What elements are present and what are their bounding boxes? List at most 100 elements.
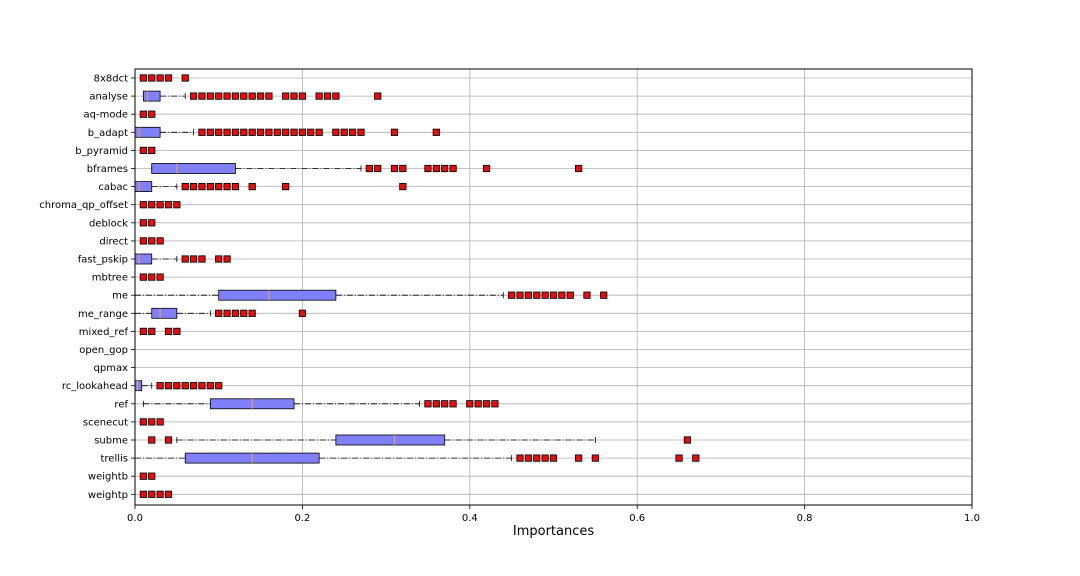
- outlier-point: [223, 182, 231, 191]
- outlier-point: [566, 291, 574, 299]
- boxplot-mixed_ref: [139, 327, 181, 336]
- outlier-point: [156, 237, 164, 245]
- outlier-point: [374, 164, 382, 173]
- outlier-point: [164, 327, 173, 336]
- x-tick-label: 0.0: [127, 513, 143, 524]
- outlier-point: [441, 164, 449, 173]
- outlier-point: [206, 128, 214, 136]
- x-tick-label: 1.0: [964, 513, 980, 524]
- outlier-point: [482, 164, 491, 173]
- box: [218, 289, 337, 301]
- outlier-point: [139, 201, 147, 209]
- outlier-point: [290, 92, 298, 100]
- outlier-point: [189, 182, 198, 191]
- boxplot-ref: [142, 398, 499, 410]
- outlier-point: [215, 182, 223, 191]
- y-tick-label: trellis: [100, 454, 128, 465]
- outlier-point: [449, 164, 457, 173]
- outlier-point: [390, 128, 399, 136]
- outlier-point: [198, 255, 206, 263]
- y-tick-label: b_adapt: [88, 128, 128, 139]
- outlier-point: [148, 327, 156, 336]
- outlier-point: [148, 436, 156, 444]
- outlier-point: [524, 291, 532, 299]
- boxplot-chroma_qp_offset: [139, 201, 181, 209]
- y-tick-labels: 8x8dct analyse aq-mode b_adapt b_pyramidbfra…: [39, 74, 135, 501]
- outlier-point: [575, 164, 583, 173]
- y-tick-label: 8x8dct: [94, 74, 128, 85]
- outlier-point: [215, 382, 223, 390]
- boxplot-b_pyramid: [139, 146, 156, 154]
- outlier-point: [265, 92, 273, 100]
- y-tick-label: open_gop: [79, 345, 128, 356]
- outlier-point: [256, 128, 265, 136]
- y-tick-label: rc_lookahead: [62, 381, 128, 392]
- outlier-point: [206, 182, 214, 191]
- outlier-point: [223, 128, 231, 136]
- outlier-point: [298, 309, 307, 317]
- outlier-point: [558, 291, 566, 299]
- y-tick-label: fast_pskip: [78, 255, 128, 266]
- outlier-point: [164, 382, 173, 390]
- outlier-point: [248, 309, 256, 317]
- outlier-point: [482, 400, 491, 408]
- outlier-point: [692, 454, 700, 462]
- outlier-point: [432, 164, 440, 173]
- y-tick-label: scenecut: [83, 417, 128, 428]
- outlier-point: [148, 273, 156, 281]
- x-tick-labels: 0.0 0.2 0.4 0.6 0.8 1.0: [127, 505, 980, 524]
- outlier-point: [139, 219, 147, 227]
- outlier-point: [516, 291, 524, 299]
- box: [142, 90, 161, 102]
- outlier-point: [340, 128, 348, 136]
- y-tick-label: me: [112, 291, 128, 302]
- outlier-point: [282, 182, 290, 191]
- outlier-point: [164, 74, 173, 82]
- outlier-point: [139, 327, 147, 336]
- y-tick-label: deblock: [89, 218, 128, 229]
- outlier-point: [240, 128, 248, 136]
- outlier-point: [256, 92, 265, 100]
- boxplot-me_range: [134, 307, 307, 319]
- outlier-point: [198, 92, 206, 100]
- outlier-point: [148, 418, 156, 426]
- outlier-point: [164, 201, 173, 209]
- outlier-point: [206, 92, 214, 100]
- outlier-point: [282, 128, 290, 136]
- outlier-point: [298, 92, 307, 100]
- boxplot-weightp: [139, 490, 173, 498]
- box: [134, 380, 143, 392]
- outlier-point: [148, 472, 156, 480]
- y-tick-label: b_pyramid: [75, 146, 128, 157]
- outlier-point: [148, 490, 156, 498]
- outlier-point: [365, 164, 373, 173]
- outlier-point: [206, 382, 214, 390]
- outlier-point: [332, 92, 340, 100]
- outlier-point: [399, 182, 407, 191]
- outlier-point: [332, 128, 340, 136]
- outlier-point: [173, 382, 181, 390]
- outlier-point: [215, 255, 223, 263]
- outlier-point: [374, 92, 382, 100]
- outlier-point: [240, 309, 248, 317]
- outlier-point: [248, 128, 256, 136]
- outlier-point: [357, 128, 365, 136]
- box-series: [134, 74, 700, 498]
- outlier-point: [181, 74, 189, 82]
- outlier-point: [223, 92, 231, 100]
- boxplot-me: [134, 289, 608, 301]
- x-axis-label: Importances: [513, 524, 594, 539]
- outlier-point: [181, 182, 189, 191]
- outlier-point: [231, 92, 240, 100]
- x-tick-label: 0.4: [462, 513, 478, 524]
- outlier-point: [189, 255, 198, 263]
- y-tick-label: chroma_qp_offset: [39, 200, 128, 211]
- outlier-point: [164, 436, 173, 444]
- outlier-point: [173, 327, 181, 336]
- outlier-point: [139, 110, 147, 118]
- y-tick-label: qpmax: [94, 363, 129, 374]
- outlier-point: [139, 237, 147, 245]
- box: [151, 307, 178, 319]
- boxplot-bframes: [151, 163, 583, 174]
